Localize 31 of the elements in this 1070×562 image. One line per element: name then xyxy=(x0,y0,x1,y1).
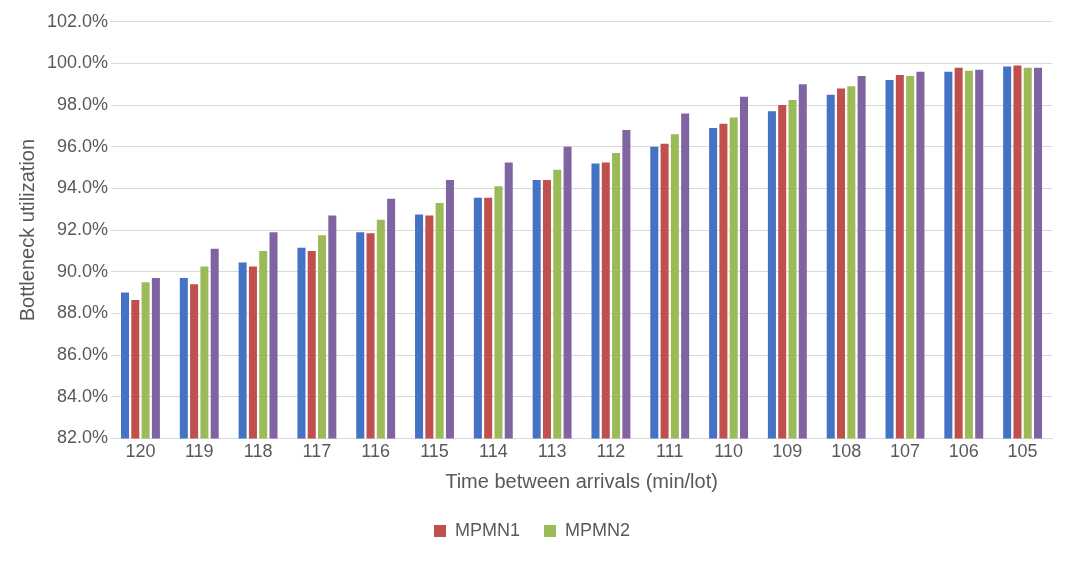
x-tick-label: 120 xyxy=(125,441,156,462)
x-tick-label: 106 xyxy=(948,441,979,462)
y-tick-label: 102.0% xyxy=(46,10,109,31)
x-tick-label: 108 xyxy=(831,441,862,462)
x-tick-label: 118 xyxy=(243,441,273,462)
x-axis-title: Time between arrivals (min/lot) xyxy=(445,469,718,492)
x-tick-label: 105 xyxy=(1007,441,1038,462)
x-tick-label: 107 xyxy=(889,441,920,462)
x-tick-label: 114 xyxy=(478,441,508,462)
y-tick-label: 90.0% xyxy=(57,260,109,281)
y-tick-label: 86.0% xyxy=(57,344,109,365)
x-tick-label: 115 xyxy=(420,441,449,462)
x-tick-label: 109 xyxy=(772,441,803,462)
y-tick-label: 98.0% xyxy=(57,94,109,115)
y-tick-label: 82.0% xyxy=(57,427,109,448)
y-tick-label: 88.0% xyxy=(57,302,109,323)
x-tick-label: 110 xyxy=(714,441,743,462)
y-tick-label: 96.0% xyxy=(57,135,109,156)
legend-label: MPMN1 xyxy=(455,519,521,540)
y-tick-label: 84.0% xyxy=(57,385,109,406)
y-tick-label: 100.0% xyxy=(46,52,109,73)
y-axis-title: Bottleneck utilization xyxy=(15,138,38,322)
x-tick-label: 112 xyxy=(596,441,626,462)
x-tick-label: 113 xyxy=(537,441,567,462)
y-tick-label: 94.0% xyxy=(57,177,109,198)
legend-label: MPMN2 xyxy=(565,519,631,540)
y-tick-label: 92.0% xyxy=(57,219,109,240)
x-tick-label: 111 xyxy=(656,441,684,462)
x-tick-label: 116 xyxy=(361,441,391,462)
x-tick-label: 119 xyxy=(184,441,214,462)
x-tick-label: 117 xyxy=(302,441,332,462)
